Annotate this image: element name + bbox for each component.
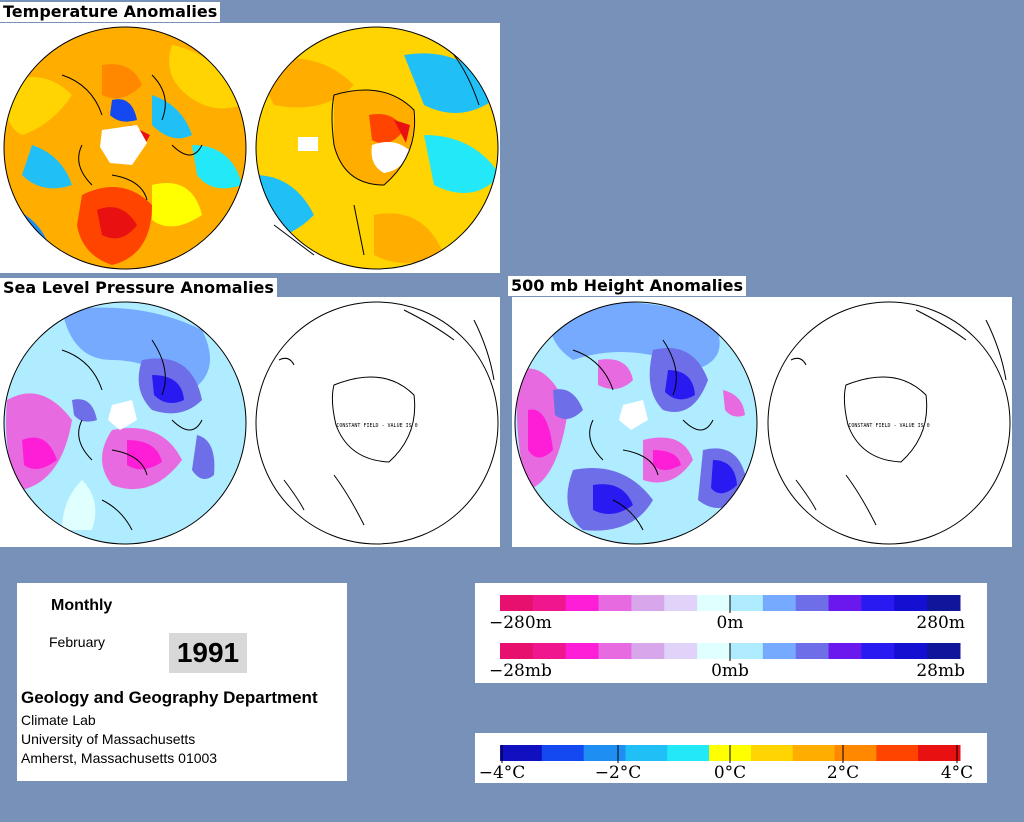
height-swatch-8	[762, 595, 797, 611]
pressure-scale-min: −28mb	[489, 661, 552, 681]
height-scale-max: 280m	[916, 613, 965, 633]
university-label: University of Massachusetts	[21, 731, 196, 747]
temperature-swatch-8	[834, 745, 877, 761]
temperature-swatch-0	[500, 745, 543, 761]
pressure-swatch-8	[762, 643, 797, 659]
height-swatch-6	[697, 595, 731, 611]
height-swatch-0	[500, 595, 534, 611]
height-swatch-2	[565, 595, 600, 611]
temp-scale-label-1: −2°C	[595, 763, 642, 783]
height-constant-field-label: CONSTANT FIELD - VALUE IS 0	[848, 423, 929, 429]
height-swatch-3	[598, 595, 632, 611]
height-title: 500 mb Height Anomalies	[508, 276, 747, 296]
height-swatch-10	[828, 595, 862, 611]
pressure-swatch-2	[565, 643, 600, 659]
department-label: Geology and Geography Department	[21, 688, 318, 707]
pressure-swatch-9	[795, 643, 830, 659]
pressure-swatch-0	[500, 643, 534, 659]
temperature-north-globe	[2, 25, 248, 271]
info-box: Monthly February 1991 Geology and Geogra…	[17, 583, 347, 781]
pressure-scale-mid: 0mb	[711, 661, 749, 681]
temperature-swatch-7	[792, 745, 836, 761]
height-swatch-4	[631, 595, 665, 611]
pressure-colorbar	[500, 643, 961, 659]
year-label: 1991	[169, 633, 247, 673]
pressure-swatch-3	[598, 643, 632, 659]
temp-scale-label-4: 4°C	[941, 763, 973, 783]
temperature-swatch-4	[667, 745, 710, 761]
height-swatch-12	[894, 595, 928, 611]
pressure-swatch-7	[730, 643, 764, 659]
slp-constant-field-label: CONSTANT FIELD - VALUE IS 0	[336, 423, 417, 429]
temp-scale-label-3: 2°C	[827, 763, 859, 783]
month-label: February	[49, 634, 106, 650]
temperature-scale-box: −4°C −2°C 0°C 2°C 4°C	[475, 733, 987, 783]
address-label: Amherst, Massachusetts 01003	[21, 750, 218, 766]
pressure-swatch-10	[828, 643, 862, 659]
temp-scale-label-2: 0°C	[714, 763, 746, 783]
period-label: Monthly	[51, 597, 113, 614]
height-colorbar	[500, 595, 961, 611]
pressure-swatch-11	[861, 643, 895, 659]
pressure-swatch-4	[631, 643, 665, 659]
height-swatch-5	[664, 595, 698, 611]
height-north-globe	[513, 300, 759, 546]
slp-title: Sea Level Pressure Anomalies	[0, 278, 277, 298]
pressure-swatch-1	[532, 643, 567, 659]
height-swatch-9	[795, 595, 830, 611]
height-swatch-1	[532, 595, 567, 611]
height-scale-mid: 0m	[717, 613, 744, 633]
temp-scale-label-0: −4°C	[479, 763, 526, 783]
pressure-swatch-6	[697, 643, 731, 659]
height-swatch-13	[927, 595, 961, 611]
slp-north-globe	[2, 300, 248, 546]
temperature-swatch-10	[918, 745, 961, 761]
pressure-swatch-13	[927, 643, 961, 659]
height-south-globe: CONSTANT FIELD - VALUE IS 0	[766, 300, 1012, 546]
height-scale-min: −280m	[489, 613, 552, 633]
temperature-swatch-9	[876, 745, 919, 761]
temperature-title: Temperature Anomalies	[0, 2, 221, 22]
lab-label: Climate Lab	[21, 712, 96, 728]
temperature-swatch-6	[750, 745, 794, 761]
temperature-swatch-1	[541, 745, 585, 761]
height-swatch-7	[730, 595, 764, 611]
height-swatch-11	[861, 595, 895, 611]
pressure-swatch-5	[664, 643, 698, 659]
anomaly-scale-box: −280m 0m 280m −28mb 0mb 28mb	[475, 583, 987, 683]
temperature-south-globe	[254, 25, 500, 271]
pressure-swatch-12	[894, 643, 928, 659]
pressure-scale-max: 28mb	[916, 661, 965, 681]
temperature-swatch-2	[583, 745, 626, 761]
slp-south-globe: CONSTANT FIELD - VALUE IS 0	[254, 300, 500, 546]
temperature-swatch-3	[625, 745, 668, 761]
